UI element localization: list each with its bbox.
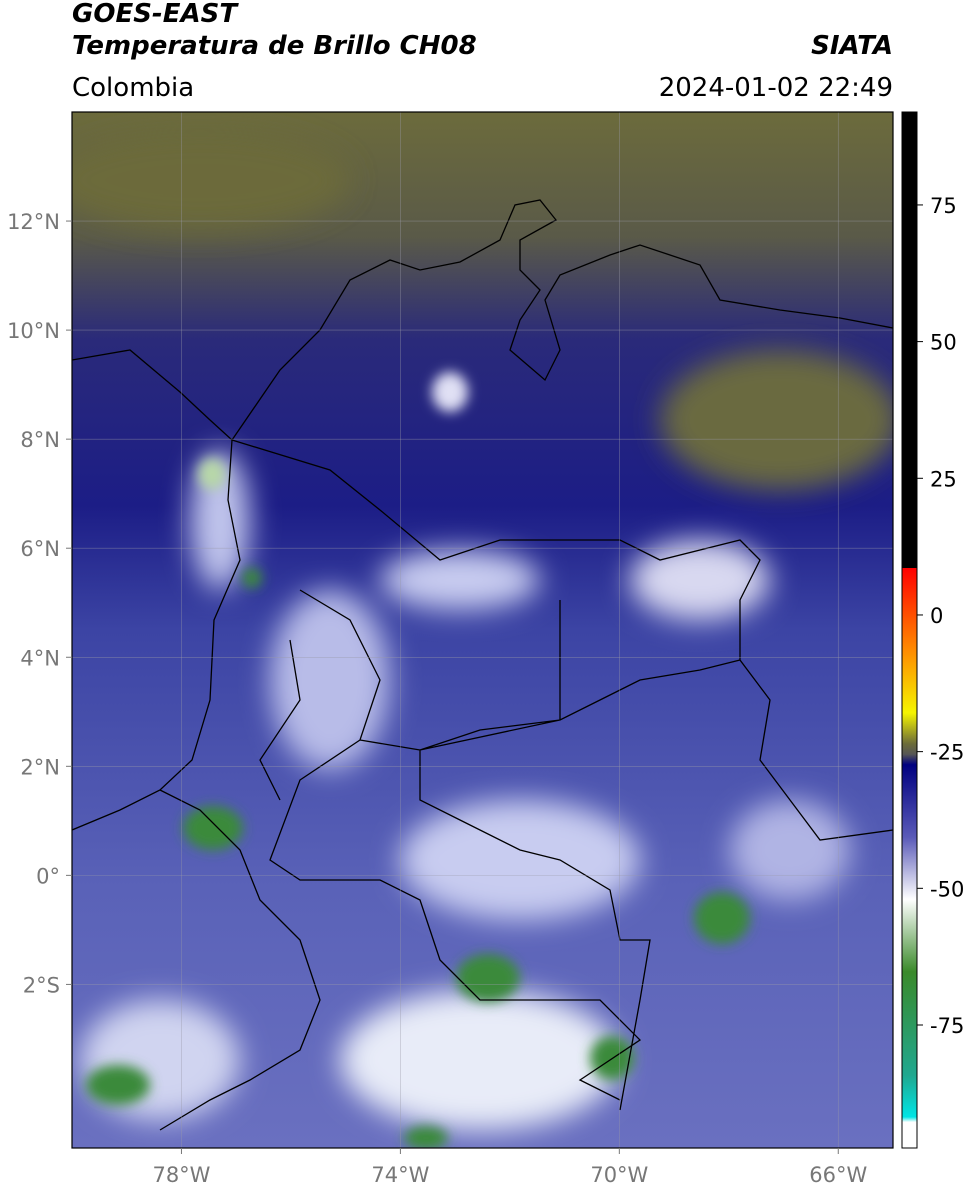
borders [231,439,893,1111]
timestamp: 2024-01-02 22:49 [659,73,893,103]
colorbar-tick-label: 25 [930,467,957,491]
coastline [72,199,893,1131]
y-tick-label: 10°N [7,319,60,343]
subtitle: Temperatura de Brillo CH08 [72,31,477,61]
map-frame [71,111,894,1149]
colorbar-tick-label: -25 [930,741,964,765]
colorbar-tick-label: -50 [930,877,964,901]
colorbar-tick-label: 50 [930,331,957,355]
y-tick-label: 2°N [20,755,60,779]
region: Colombia [72,73,194,103]
y-tick-label: 4°N [20,646,60,670]
satellite-image [72,112,893,1148]
x-tick-label: 78°W [152,1163,210,1187]
y-tick-label: 0° [36,864,60,888]
x-tick-label: 66°W [809,1163,867,1187]
y-tick-label: 8°N [20,428,60,452]
y-tick-label: 6°N [20,537,60,561]
colorbar-tick-label: 0 [930,604,943,628]
graticule [72,112,893,1148]
y-tick-label: 12°N [7,210,60,234]
colorbar-tick-label: 75 [930,194,957,218]
colorbar-tick-label: -75 [930,1014,964,1038]
y-tick-label: 2°S [23,973,60,997]
x-tick-label: 74°W [371,1163,429,1187]
colorbar [901,111,918,1149]
source: SIATA [811,31,893,61]
x-tick-label: 70°W [590,1163,648,1187]
title: GOES-EAST [72,0,239,29]
